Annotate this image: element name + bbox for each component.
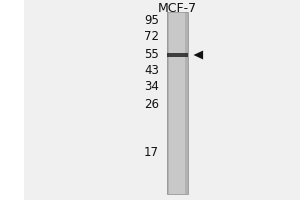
- Text: 95: 95: [144, 15, 159, 27]
- Bar: [167, 12, 169, 194]
- Bar: [185, 12, 188, 194]
- Text: 17: 17: [144, 146, 159, 158]
- Text: 26: 26: [144, 98, 159, 110]
- Text: 72: 72: [144, 30, 159, 44]
- Bar: [167, 53, 188, 57]
- Text: 43: 43: [144, 64, 159, 77]
- Bar: [167, 12, 188, 194]
- Text: MCF-7: MCF-7: [158, 2, 196, 16]
- Text: 34: 34: [144, 80, 159, 94]
- Text: 55: 55: [144, 48, 159, 62]
- Polygon shape: [194, 51, 203, 59]
